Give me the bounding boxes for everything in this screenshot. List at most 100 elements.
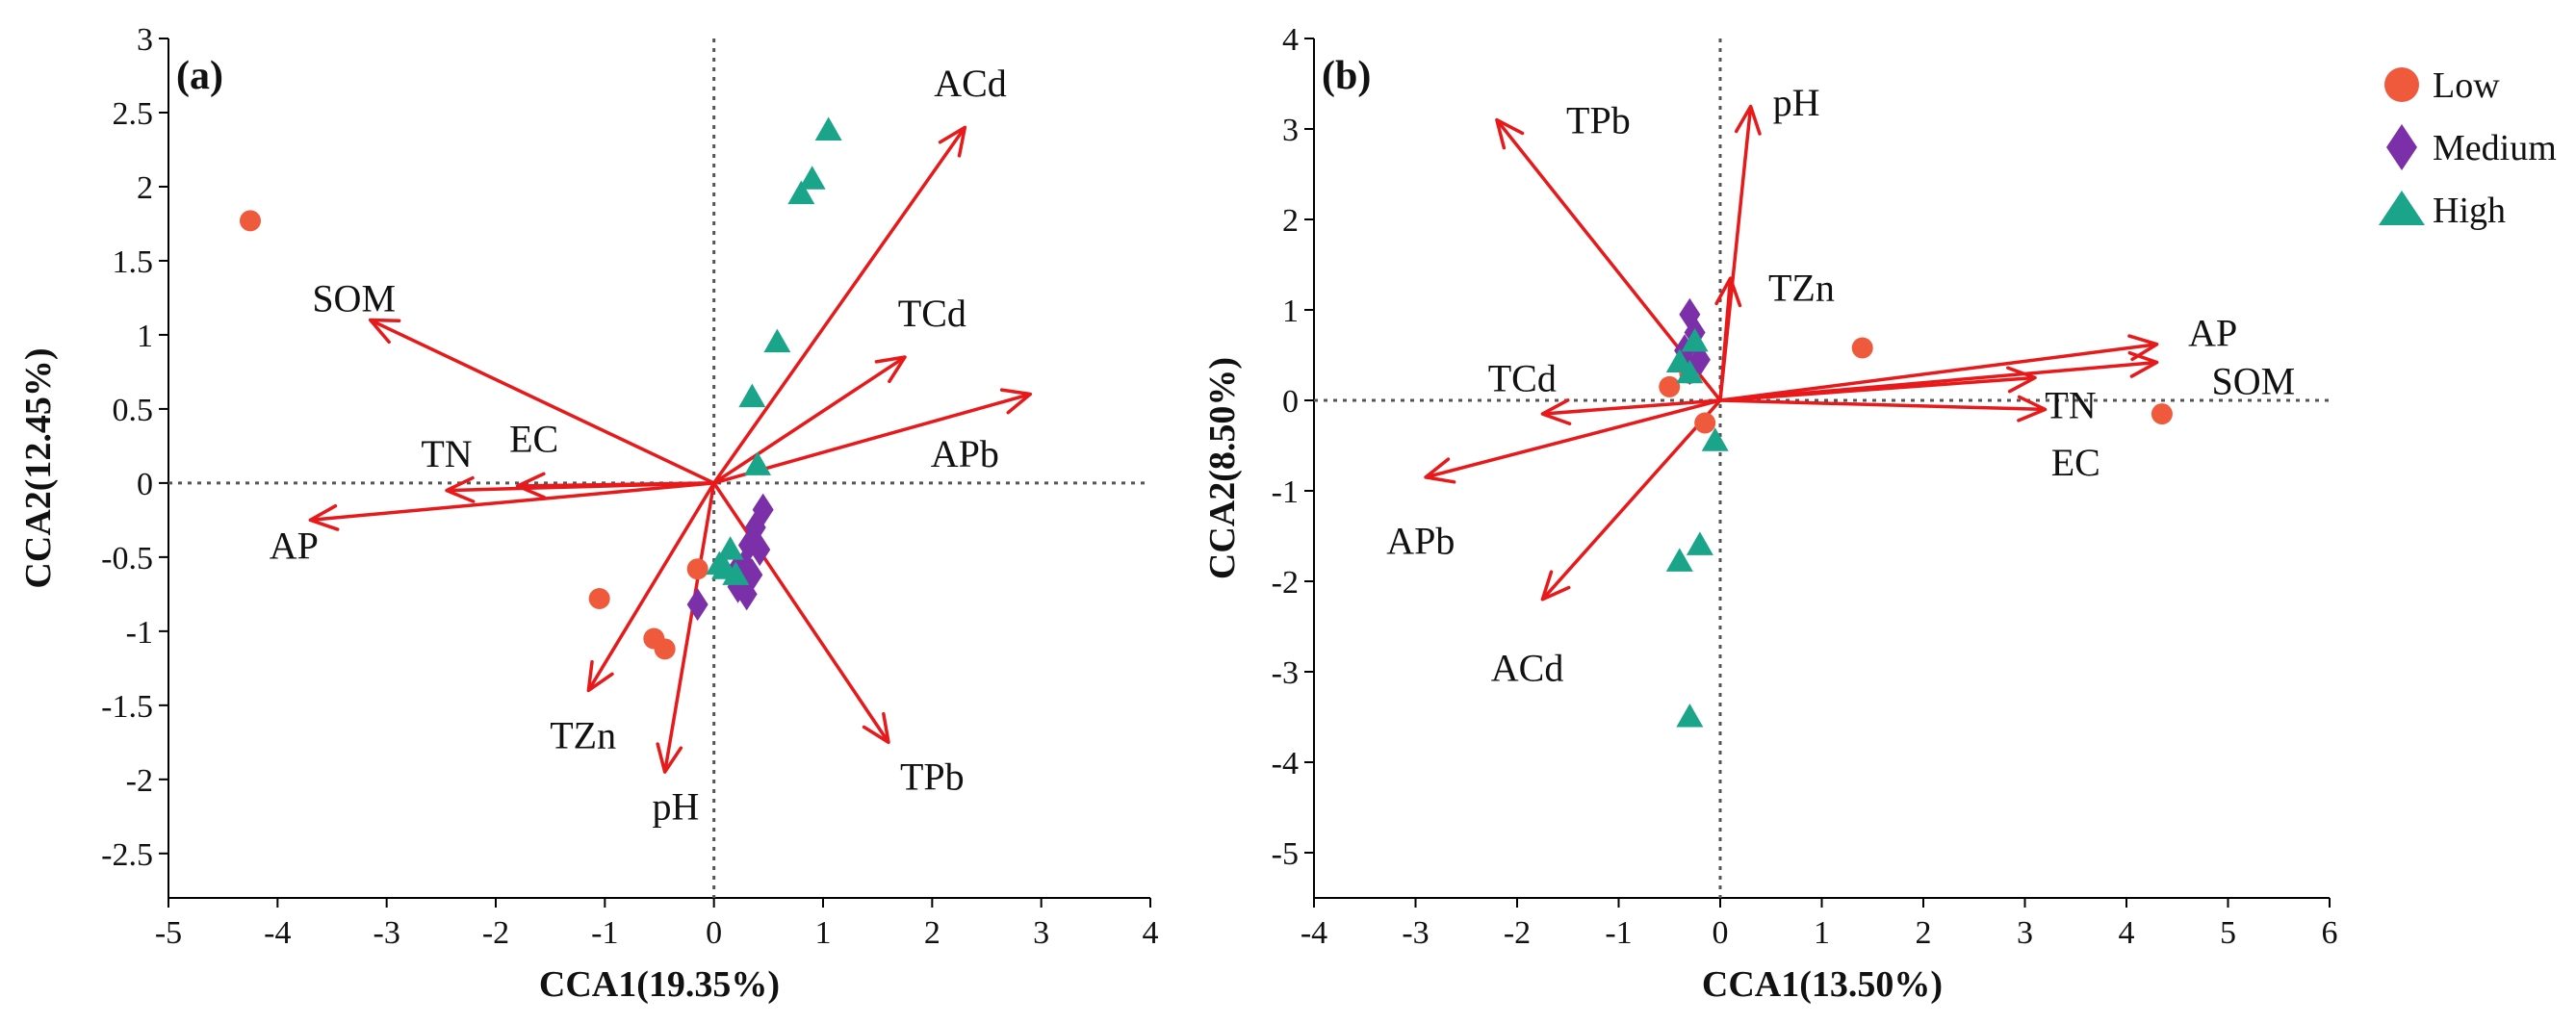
vector-apb: APb <box>1386 398 1721 563</box>
x-tick-label: -3 <box>1402 915 1429 951</box>
vector-arrow-line <box>1425 398 1721 479</box>
vector-label: TZn <box>550 714 616 757</box>
x-tick-label: 5 <box>2220 915 2236 951</box>
data-point-low <box>588 587 610 609</box>
legend-label: High <box>2433 191 2506 231</box>
y-tick-label: -2.5 <box>101 837 153 873</box>
x-tick-label: 0 <box>1713 915 1729 951</box>
vector-arrow-line <box>1719 375 2036 402</box>
arrowhead-icon <box>656 742 683 774</box>
y-tick-label: -1 <box>126 615 153 651</box>
x-tick-label: 4 <box>1143 915 1159 951</box>
arrowhead-icon <box>2006 366 2037 394</box>
vector-arrow-line <box>1541 398 1722 601</box>
x-tick-label: -4 <box>1301 915 1327 951</box>
vector-ph: pH <box>653 482 716 829</box>
x-tick-label: -4 <box>264 915 291 951</box>
y-tick-label: 2 <box>1282 203 1299 239</box>
y-tick-label: 4 <box>1282 22 1299 58</box>
data-point-high <box>744 451 771 475</box>
data-point-high <box>738 383 766 408</box>
data-point-high <box>722 561 750 585</box>
data-point-low <box>686 558 708 580</box>
vector-label: AP <box>2188 312 2237 355</box>
y-tick-label: 2 <box>137 170 153 206</box>
y-tick-label: -4 <box>1272 746 1299 781</box>
vector-tn: TN <box>421 432 714 503</box>
arrowhead-icon <box>1714 276 1742 308</box>
y-tick-label: 0 <box>137 467 153 502</box>
vector-som: SOM <box>312 276 715 485</box>
data-point-low <box>1851 337 1873 359</box>
arrowhead-icon <box>308 503 340 531</box>
y-tick-label: 3 <box>1282 113 1299 148</box>
arrowhead-icon <box>1424 457 1456 484</box>
x-tick-label: -5 <box>155 915 182 951</box>
x-tick-label: 2 <box>1916 915 1932 951</box>
y-tick-label: 1 <box>1282 294 1299 329</box>
data-point-low <box>1659 375 1681 397</box>
arrowhead-icon <box>515 472 546 499</box>
vector-tzn: TZn <box>550 481 716 757</box>
arrowhead-icon <box>862 712 890 745</box>
data-point-medium <box>749 533 771 567</box>
legend: Low Medium High <box>2379 65 2557 231</box>
data-point-high <box>814 116 842 141</box>
x-tick-label: 0 <box>706 915 722 951</box>
vector-label: TPb <box>1566 99 1631 142</box>
arrowhead-icon <box>874 355 907 384</box>
vector-arrow-line <box>1542 398 1721 416</box>
x-axis-title: CCA1(19.35%) <box>539 964 780 1005</box>
panel-label: (a) <box>176 54 223 98</box>
data-point-low <box>240 210 261 232</box>
arrowhead-icon <box>938 125 967 158</box>
vector-arrow-line <box>662 482 716 773</box>
arrowhead-icon <box>1495 117 1525 150</box>
vector-label: TZn <box>1768 267 1835 310</box>
vector-label: pH <box>1773 81 1820 124</box>
y-axis-title: CCA2(12.45%) <box>18 347 59 588</box>
x-tick-label: -1 <box>591 915 618 951</box>
vector-arrow-line <box>517 481 714 488</box>
data-point-high <box>706 550 734 576</box>
data-point-high <box>1701 427 1729 451</box>
vector-label: EC <box>509 418 558 461</box>
series-low <box>240 210 708 660</box>
data-point-high <box>1665 548 1693 572</box>
legend-item-high: High <box>2379 191 2506 231</box>
y-axis-title: CCA2(8.50%) <box>1202 357 1243 579</box>
panel-label: (b) <box>1322 54 1371 98</box>
legend-label: Medium <box>2433 128 2557 168</box>
vector-tcd: TCd <box>712 292 966 485</box>
arrowhead-icon <box>1540 570 1571 602</box>
data-point-high <box>787 180 815 205</box>
arrowhead-icon <box>1540 398 1572 425</box>
vector-label: TCd <box>1488 357 1557 400</box>
x-tick-label: -1 <box>1605 915 1632 951</box>
vector-label: ACd <box>1491 646 1564 689</box>
vector-label: AP <box>270 525 319 568</box>
data-point-high <box>1665 348 1693 373</box>
vector-tn: TN <box>1719 366 2097 427</box>
arrowhead-icon <box>999 388 1033 415</box>
vector-arrow-line <box>712 126 966 484</box>
data-point-high <box>763 328 791 353</box>
vector-label: APb <box>931 432 999 475</box>
vector-label: EC <box>2051 441 2100 484</box>
series-high <box>706 116 842 585</box>
vector-label: TN <box>2045 384 2096 427</box>
vector-acd: ACd <box>1491 398 1722 689</box>
panel-a: -5 -4 -3 -2 -1 0 1 2 3 4 3 2.5 2 1.5 1 0.5 0 -0.5 -1 -1.5 -2… <box>18 22 1159 1005</box>
vector-tpb: TPb <box>712 481 965 799</box>
legend-item-low: Low <box>2384 65 2500 106</box>
y-tick-label: -5 <box>1272 836 1299 872</box>
vector-arrow-line <box>1719 342 2157 402</box>
vector-ec: EC <box>1719 395 2100 484</box>
x-tick-label: 6 <box>2322 915 2338 951</box>
vector-arrow-line <box>1718 277 1733 401</box>
vector-arrow-line <box>712 355 906 485</box>
data-point-high <box>1681 327 1709 352</box>
vector-ph: pH <box>1718 81 1820 401</box>
data-point-high <box>1686 531 1713 555</box>
